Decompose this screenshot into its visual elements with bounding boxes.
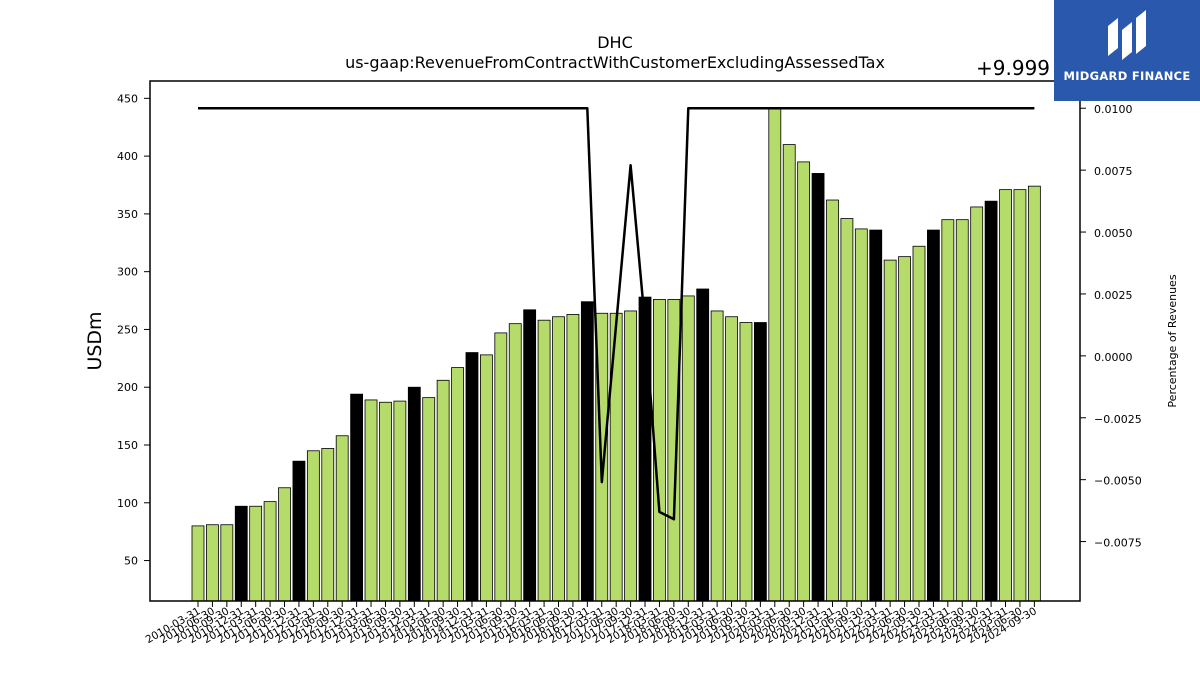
y-tick-label: 300 [117,266,138,279]
bar-2022-06-30 [898,256,911,602]
bar-2013-09-30 [393,400,407,602]
bar-2012-06-30 [321,448,335,602]
bar-2017-12-31 [638,296,652,602]
bar-2021-03-31 [826,199,839,602]
y2-tick-label: 0.0100 [1094,103,1133,116]
bar-2018-12-31 [696,288,710,602]
bar-2011-06-30 [263,501,277,602]
y-tick-label: 200 [117,381,138,394]
bar-2021-09-30 [854,228,868,602]
y-tick-label: 100 [117,497,138,510]
y-tick-label: 50 [124,555,138,568]
bar-2015-12-31 [523,309,537,602]
bar-2018-09-30 [681,295,695,602]
bar-2019-03-31 [710,310,724,602]
bar-2022-12-31 [927,229,940,602]
bar-2016-03-31 [537,319,551,602]
bar-2020-12-31 [811,173,825,602]
bar-2016-09-30 [566,314,580,602]
bar-2014-12-31 [465,352,479,602]
y-tick-label: 250 [117,323,138,336]
bar-2019-09-30 [739,322,753,602]
bar-2013-06-30 [379,401,392,602]
percentage-line [198,106,1035,521]
y2-tick-label: −0.0025 [1094,413,1142,426]
bar-2014-03-31 [422,397,436,602]
y2-tick-label: 0.0025 [1094,289,1133,302]
bar-2010-06-30 [206,524,219,602]
bar-2023-12-31 [984,200,998,602]
bar-2022-03-31 [883,259,897,602]
axes-group: 50 100 150 200 250 300 350 400 450 0.0100 0.0075 0.… [117,80,1142,646]
bar-2015-06-30 [494,332,508,602]
bar-2019-12-31 [753,322,767,602]
bar-2021-06-30 [840,218,854,602]
bar-2011-03-31 [249,505,263,602]
bar-2013-12-31 [407,386,421,602]
bar-2015-03-31 [479,354,493,602]
y2-tick-label: 0.0050 [1094,227,1133,240]
bar-2016-12-31 [580,301,594,602]
bar-2014-06-30 [436,379,450,602]
bar-2023-09-30 [970,206,984,602]
chart-subtitle: us-gaap:RevenueFromContractWithCustomerE… [345,53,885,72]
bar-2014-09-30 [451,367,464,602]
bar-2024-03-31 [999,189,1012,602]
y-tick-label: 150 [117,439,138,452]
logo-text: MIDGARD FINANCE [1063,69,1191,83]
plot-frame [149,80,1081,602]
bar-2012-09-30 [335,435,349,602]
midgard-logo-icon [1108,10,1146,60]
bar-2015-09-30 [508,323,522,602]
bar-2022-09-30 [912,245,926,602]
bar-2012-03-31 [306,450,320,602]
bar-2020-06-30 [782,144,796,602]
y-tick-label: 450 [117,92,138,105]
bar-2017-09-30 [624,310,637,602]
bar-2020-09-30 [797,161,811,602]
bar-2011-09-30 [278,487,291,602]
y2-tick-label: 0.0000 [1094,351,1133,364]
y2-tick-label: −0.0050 [1094,475,1142,488]
bar-group [191,107,1041,602]
bar-2021-12-31 [869,229,883,602]
y-tick-label: 400 [117,150,138,163]
bar-2010-09-30 [220,524,234,602]
y-axis-label: USDm [84,311,106,370]
y2-axis-label: Percentage of Revenues [1166,274,1179,407]
bar-2012-12-31 [350,393,364,602]
y2-offset-label: +9.999 [976,56,1050,80]
bar-2016-06-30 [552,316,565,602]
y2-tick-label: −0.0075 [1094,537,1142,550]
bar-2024-06-30 [1013,189,1027,602]
bar-2010-03-31 [191,525,205,602]
midgard-finance-logo: MIDGARD FINANCE [1054,0,1200,101]
y-tick-label: 350 [117,208,138,221]
chart-title: DHC [597,33,633,52]
bar-2023-03-31 [941,219,955,602]
bar-2024-09-30 [1027,185,1041,602]
y2-tick-label: 0.0075 [1094,165,1133,178]
bar-2023-06-30 [955,219,969,602]
bar-2019-06-30 [725,316,738,602]
bar-2010-12-31 [234,505,248,602]
percentage-line-group [198,106,1035,521]
bar-2013-03-31 [364,399,378,602]
bar-2018-06-30 [667,298,681,602]
bar-2011-12-31 [292,460,306,602]
bar-2020-03-31 [768,107,782,602]
